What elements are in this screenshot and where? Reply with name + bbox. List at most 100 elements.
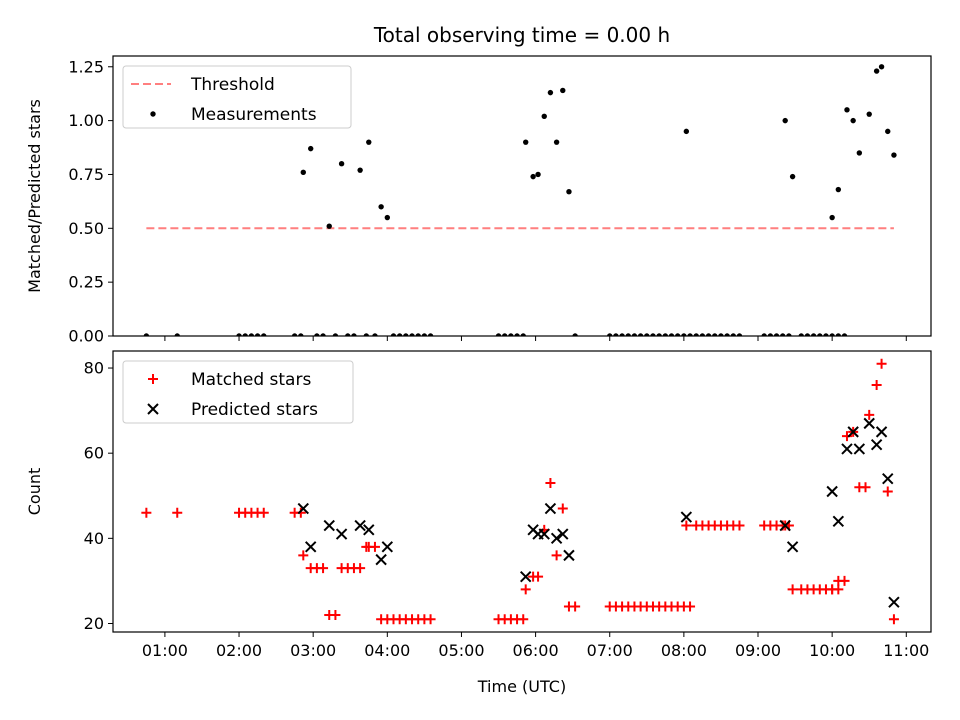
legend-label: Threshold — [190, 75, 275, 95]
measurement-point — [308, 145, 314, 152]
legend-marker — [150, 111, 156, 117]
predicted-point — [323, 519, 335, 532]
measurement-point — [291, 333, 298, 336]
measurement-point — [712, 333, 718, 336]
measurement-point — [856, 150, 863, 156]
predicted-point — [335, 528, 348, 540]
measurement-point — [366, 139, 372, 145]
x-axis-label: Time (UTC) — [477, 677, 566, 696]
chart-title: Total observing time = 0.00 h — [373, 23, 670, 47]
measurement-point — [314, 333, 320, 336]
measurement-point — [804, 333, 811, 336]
predicted-point — [863, 417, 875, 430]
legend-marker — [148, 374, 158, 384]
predicted-point — [538, 528, 550, 540]
measurement-point — [736, 333, 743, 336]
matched-point — [520, 584, 531, 595]
legend: Matched stars Predicted stars — [122, 360, 354, 424]
matched-point — [557, 503, 568, 514]
plot-area — [141, 358, 900, 625]
legend-box — [122, 360, 354, 424]
measurement-point — [644, 333, 650, 336]
measurement-point — [693, 333, 699, 336]
measurement-point — [687, 333, 693, 336]
matched-point — [864, 409, 875, 420]
y-tick-label: 1.00 — [68, 111, 104, 130]
predicted-point — [779, 519, 791, 532]
predicted-point — [519, 570, 532, 583]
measurement-point — [699, 333, 706, 336]
matched-point — [882, 486, 893, 497]
y-tick-label: 40 — [84, 529, 104, 548]
predicted-point — [826, 485, 838, 498]
measurement-point — [320, 333, 326, 336]
measurement-point — [421, 333, 428, 336]
plot-area — [143, 64, 897, 336]
predicted-point — [354, 519, 366, 532]
matched-point — [570, 601, 581, 612]
predicted-point — [870, 438, 883, 451]
predicted-point — [853, 443, 866, 455]
measurement-point — [261, 333, 267, 336]
measurement-point — [409, 333, 415, 336]
measurement-point — [502, 333, 508, 336]
measurement-point — [495, 333, 502, 336]
measurement-point — [885, 128, 891, 135]
predicted-point — [847, 426, 859, 438]
measurement-point — [523, 139, 529, 145]
measurement-point — [891, 152, 897, 158]
y-axis-label: Matched/Predicted stars — [25, 99, 44, 293]
matched-point — [258, 507, 269, 518]
x-tick-label: 11:00 — [883, 641, 929, 660]
matched-point — [533, 571, 544, 582]
y-tick-label: 80 — [84, 359, 104, 378]
measurement-point — [829, 214, 835, 221]
x-tick-label: 01:00 — [142, 641, 188, 660]
measurement-point — [773, 333, 780, 336]
matched-point — [141, 507, 152, 518]
measurement-point — [674, 333, 681, 336]
measurement-point — [326, 223, 332, 229]
matched-point — [318, 563, 329, 574]
measurement-point — [508, 333, 514, 336]
y-tick-label: 0.00 — [68, 327, 104, 346]
measurement-point — [300, 169, 306, 176]
legend-label: Measurements — [191, 105, 317, 125]
measurement-point — [810, 333, 817, 336]
matched-point — [355, 563, 366, 574]
measurement-point — [724, 333, 730, 336]
measurement-point — [782, 117, 788, 124]
predicted-point — [381, 541, 394, 553]
x-tick-label: 09:00 — [735, 641, 781, 660]
measurement-point — [535, 171, 541, 178]
predicted-point — [544, 502, 557, 515]
predicted-point — [888, 596, 900, 608]
matched-point — [839, 575, 850, 586]
axes-frame — [112, 350, 932, 633]
matched-point — [685, 601, 696, 612]
bottom-panel: 20 40 60 80 01:00 02:00 03:00 04:00 05:00 06:00 07… — [25, 350, 932, 696]
measurement-point — [789, 173, 796, 180]
matched-point — [425, 614, 436, 625]
measurement-point — [403, 333, 409, 336]
matched-point — [330, 609, 341, 620]
legend: Threshold Measurements — [122, 65, 352, 129]
measurement-point — [378, 204, 384, 210]
measurement-point — [817, 333, 823, 336]
measurement-point — [681, 333, 687, 336]
measurement-point — [619, 333, 625, 336]
measurement-point — [873, 68, 880, 74]
matched-point — [734, 520, 745, 531]
measurement-point — [572, 333, 578, 336]
measurement-point — [829, 333, 835, 336]
predicted-point — [882, 473, 894, 485]
measurement-point — [718, 333, 724, 336]
predicted-point — [304, 541, 317, 553]
measurement-point — [248, 333, 255, 336]
y-tick-label: 0.50 — [68, 219, 104, 238]
matched-point — [298, 550, 309, 561]
top-panel: Total observing time = 0.00 h 0.00 0.25 0.5… — [25, 23, 932, 346]
y-tick-label: 60 — [84, 444, 104, 463]
measurement-point — [351, 333, 357, 336]
